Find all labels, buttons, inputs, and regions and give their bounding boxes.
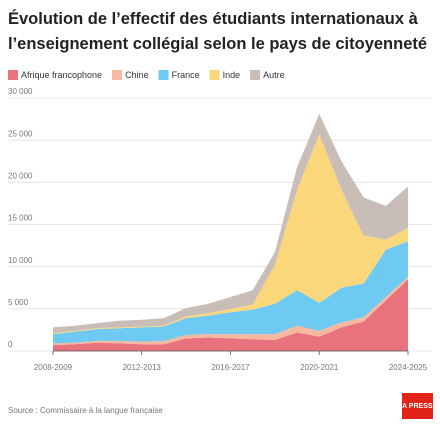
source: Source : Commissaire à la langue françai… (8, 406, 163, 415)
legend-item: Autre (250, 70, 285, 80)
legend-swatch (209, 70, 220, 80)
legend-item: Chine (112, 70, 149, 80)
legend-swatch (8, 70, 18, 80)
logo-box (402, 393, 433, 419)
x-tick-label: 2016-2017 (211, 363, 250, 372)
legend-label: France (172, 70, 200, 80)
legend-swatch (250, 70, 261, 80)
y-tick-label: 25 000 (8, 129, 33, 138)
logo: LA PRESSE (398, 403, 438, 410)
y-tick-label: 30 000 (8, 87, 33, 96)
area (53, 279, 408, 351)
legend-label: Chine (125, 70, 149, 80)
y-tick-label: 10 000 (8, 256, 33, 265)
legend-swatch (158, 70, 169, 80)
y-tick-label: 5 000 (8, 298, 29, 307)
chart-title: Évolution de l’effectif des étudiants in… (8, 9, 427, 53)
x-tick-label: 2024-2025 (389, 363, 428, 372)
x-tick-label: 2008-2009 (34, 363, 73, 372)
x-tick-label: 2020-2021 (300, 363, 339, 372)
legend-item: Afrique francophone (8, 70, 102, 80)
legend-item: Inde (209, 70, 241, 80)
legend-label: Autre (263, 70, 285, 80)
y-tick-label: 0 (8, 340, 13, 349)
x-tick-label: 2012-2013 (123, 363, 162, 372)
legend-item: France (158, 70, 200, 80)
y-tick-label: 15 000 (8, 214, 33, 223)
legend-label: Inde (223, 70, 241, 80)
area (53, 241, 408, 344)
area (53, 134, 408, 335)
y-tick-label: 20 000 (8, 171, 33, 180)
legend-label: Afrique francophone (21, 70, 102, 80)
legend-swatch (112, 70, 123, 80)
